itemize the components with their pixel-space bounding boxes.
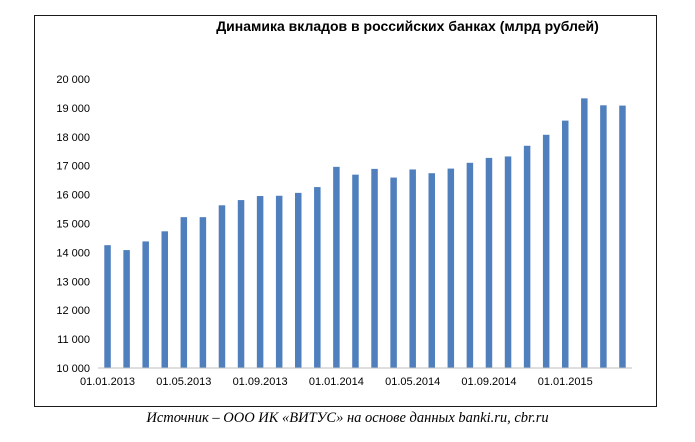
- bar-01.11.2013: [295, 192, 302, 368]
- x-tick-label: 01.09.2013: [233, 376, 288, 388]
- bar-01.06.2014: [428, 173, 435, 368]
- y-tick-label: 13 000: [56, 276, 90, 288]
- bar-01.01.2013: [104, 245, 111, 368]
- bar-01.03.2013: [142, 241, 149, 368]
- bar-01.04.2014: [390, 177, 397, 368]
- x-tick-label: 01.01.2013: [80, 376, 135, 388]
- bar-01.08.2014: [466, 162, 474, 368]
- bar-01.12.2014: [542, 134, 550, 368]
- x-tick-label: 01.01.2014: [309, 376, 364, 388]
- x-tick-label: 01.05.2013: [156, 376, 211, 388]
- x-tick-label: 01.09.2014: [461, 376, 516, 388]
- y-tick-label: 12 000: [56, 305, 90, 317]
- bar-01.10.2014: [504, 156, 512, 368]
- bar-01.11.2014: [523, 145, 531, 368]
- y-tick-label: 19 000: [56, 103, 90, 115]
- bar-01.02.2013: [123, 250, 130, 368]
- x-tick-label: 01.01.2015: [538, 376, 593, 388]
- bar-01.01.2014: [333, 166, 340, 368]
- y-tick-label: 20 000: [56, 74, 90, 86]
- bar-01.12.2013: [314, 187, 321, 368]
- bar-01.08.2013: [237, 200, 245, 368]
- bar-01.05.2013: [180, 217, 188, 368]
- bar-01.04.2013: [161, 231, 168, 368]
- y-tick-label: 17 000: [56, 161, 90, 173]
- bar-01.02.2014: [352, 174, 359, 368]
- y-tick-label: 14 000: [56, 247, 90, 259]
- y-tick-label: 16 000: [56, 190, 90, 202]
- y-tick-label: 15 000: [56, 219, 90, 231]
- bar-01.06.2013: [199, 217, 207, 368]
- chart-title: Динамика вкладов в российских банках (мл…: [216, 18, 599, 34]
- y-tick-label: 11 000: [57, 334, 90, 346]
- bar-01.02.2015: [581, 98, 588, 368]
- y-tick-label: 10 000: [56, 363, 90, 375]
- source-caption: Источник – ООО ИК «ВИТУС» на основе данн…: [146, 410, 549, 426]
- bar-01.05.2014: [409, 169, 416, 368]
- bar-01.04.2015: [619, 105, 626, 368]
- y-tick-label: 18 000: [56, 132, 90, 144]
- bar-01.09.2013: [256, 196, 264, 368]
- bar-01.01.2015: [562, 120, 569, 368]
- bar-01.09.2014: [485, 157, 493, 368]
- x-tick-label: 01.05.2014: [385, 376, 440, 388]
- bar-01.07.2013: [218, 205, 226, 368]
- bar-01.03.2014: [371, 168, 378, 368]
- chart-frame: [34, 15, 657, 407]
- bar-01.07.2014: [447, 168, 455, 368]
- bar-01.03.2015: [600, 105, 607, 368]
- bar-01.10.2013: [275, 195, 283, 368]
